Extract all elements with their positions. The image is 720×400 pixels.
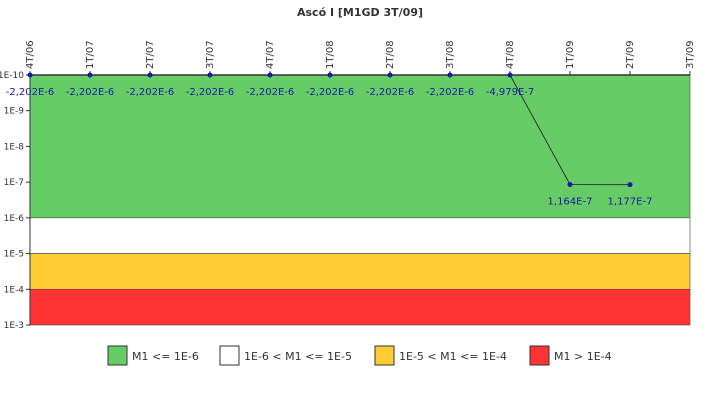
data-label: -4,979E-7 — [486, 87, 535, 98]
legend-label: 1E-6 < M1 <= 1E-5 — [244, 350, 352, 363]
data-point — [507, 72, 513, 78]
y-tick-label: 1E-3 — [4, 321, 24, 331]
x-tick-label: 4T/07 — [265, 40, 276, 69]
band-2 — [29, 253, 691, 290]
data-label: -2,202E-6 — [66, 87, 115, 98]
legend-label: M1 <= 1E-6 — [132, 350, 199, 363]
data-point — [567, 181, 573, 187]
y-tick-label: 1E-10 — [0, 71, 24, 81]
y-tick-label: 1E-9 — [4, 107, 25, 117]
y-tick-label: 1E-8 — [4, 142, 25, 152]
data-label: -2,202E-6 — [306, 87, 355, 98]
data-point — [147, 72, 153, 78]
legend-swatch — [219, 345, 240, 366]
y-tick-label: 1E-7 — [4, 178, 24, 188]
x-tick-label: 1T/08 — [325, 40, 336, 69]
data-point — [27, 72, 33, 78]
band-0 — [29, 74, 691, 219]
data-point — [207, 72, 213, 78]
data-label: -2,202E-6 — [126, 87, 175, 98]
legend-item: 1E-6 < M1 <= 1E-5 — [219, 345, 352, 366]
x-tick-label: 2T/09 — [625, 40, 636, 69]
data-point — [267, 72, 273, 78]
x-tick-label: 3T/09 — [685, 40, 696, 69]
data-point — [387, 72, 393, 78]
data-label: -2,202E-6 — [246, 87, 295, 98]
legend-label: M1 > 1E-4 — [554, 350, 612, 363]
legend-swatch — [529, 345, 550, 366]
data-point — [447, 72, 453, 78]
data-label: 1,164E-7 — [548, 196, 593, 207]
legend-swatch — [374, 345, 395, 366]
data-point — [327, 72, 333, 78]
y-tick-label: 1E-6 — [4, 214, 25, 224]
x-tick-label: 1T/07 — [85, 40, 96, 69]
data-label: 1,177E-7 — [608, 197, 653, 208]
x-tick-label: 4T/08 — [505, 40, 516, 69]
legend-swatch — [107, 345, 128, 366]
data-point — [627, 182, 633, 188]
band-3 — [29, 288, 691, 326]
x-tick-label: 4T/06 — [25, 40, 36, 69]
legend-item: M1 <= 1E-6 — [107, 345, 199, 366]
legend-item: 1E-5 < M1 <= 1E-4 — [374, 345, 507, 366]
legend: M1 <= 1E-6 1E-6 < M1 <= 1E-5 1E-5 < M1 <= … — [107, 345, 612, 366]
data-label: -2,202E-6 — [426, 87, 475, 98]
series: -2,202E-6 -2,202E-6 -2,202E-6 -2,202E-6 -2,2… — [6, 72, 653, 208]
legend-label: 1E-5 < M1 <= 1E-4 — [399, 350, 507, 363]
x-tick-label: 1T/09 — [565, 40, 576, 69]
data-label: -2,202E-6 — [6, 87, 55, 98]
x-tick-label: 2T/08 — [385, 40, 396, 69]
data-label: -2,202E-6 — [186, 87, 235, 98]
bands — [29, 74, 691, 326]
y-tick-label: 1E-4 — [4, 285, 25, 295]
data-point — [87, 72, 93, 78]
chart-title: Ascó I [M1GD 3T/09] — [297, 6, 423, 19]
band-1 — [29, 217, 691, 254]
x-tick-label: 2T/07 — [145, 40, 156, 69]
legend-item: M1 > 1E-4 — [529, 345, 612, 366]
x-tick-label: 3T/07 — [205, 40, 216, 69]
data-label: -2,202E-6 — [366, 87, 415, 98]
x-tick-label: 3T/08 — [445, 40, 456, 69]
y-tick-label: 1E-5 — [4, 250, 24, 260]
